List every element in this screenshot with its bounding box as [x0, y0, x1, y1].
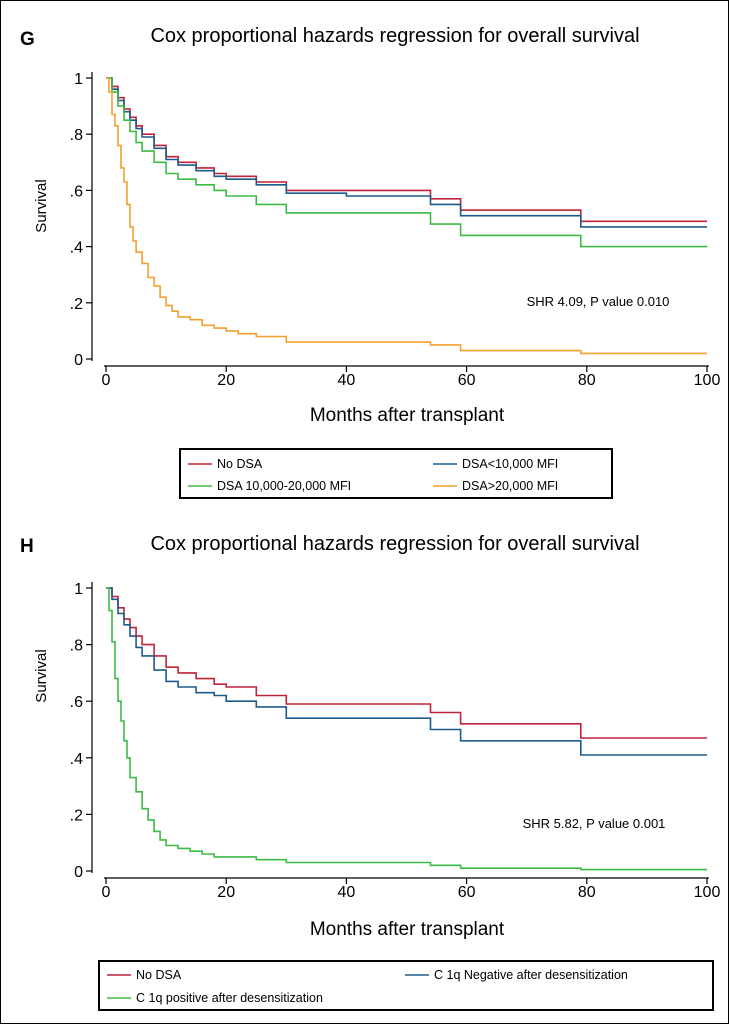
series-line-c-1q-negative-after-desensitization-h [106, 587, 707, 756]
x-tick-label-g: 20 [217, 372, 235, 389]
legend-label-c1q-negative-h: C 1q Negative after desensitization [434, 968, 628, 982]
panel-h: H Cox proportional hazards regression fo… [20, 533, 721, 1011]
x-tick-label-g: 80 [578, 372, 596, 389]
series-line-no-dsa-h [106, 587, 707, 739]
y-tick-label-g: .8 [70, 127, 83, 144]
legend-g: No DSA DSA<10,000 MFI DSA 10,000-20,000 … [179, 448, 613, 499]
y-axis-label-h: Survival [33, 649, 50, 702]
axes-g: 0 .2 .4 .6 .8 1 0 20 40 60 80 100 [70, 71, 721, 389]
series-line-c-1q-positive-after-desensitization-h [106, 587, 707, 871]
shr-annotation-h: SHR 5.82, P value 0.001 [523, 816, 666, 831]
panel-g: G Cox proportional hazards regression fo… [20, 25, 721, 499]
legend-label-no-dsa-g: No DSA [217, 457, 263, 471]
panel-label-g: G [20, 29, 35, 50]
series-line-dsa-10-000-20-000-mfi-g [106, 77, 707, 248]
x-tick-label-g: 40 [338, 372, 356, 389]
legend-box-g [179, 448, 613, 499]
x-tick-label-g: 60 [458, 372, 476, 389]
chart-title-g: Cox proportional hazards regression for … [150, 25, 639, 47]
series-line-dsa-10-000-mfi-g [106, 77, 707, 228]
axes-h: 0 .2 .4 .6 .8 1 0 20 40 60 80 100 [70, 581, 721, 901]
x-axis-label-h: Months after transplant [310, 919, 505, 940]
legend-label-c1q-positive-h: C 1q positive after desensitization [136, 991, 323, 1005]
y-tick-label-h: 1 [74, 581, 83, 598]
x-tick-label-h: 20 [217, 884, 235, 901]
x-tick-label-g: 100 [694, 372, 721, 389]
y-tick-label-g: .2 [70, 296, 83, 313]
y-tick-label-g: 0 [74, 352, 83, 369]
legend-box-h [98, 960, 714, 1011]
y-tick-label-g: .6 [70, 183, 83, 200]
x-tick-label-h: 100 [694, 884, 721, 901]
legend-h: No DSA C 1q Negative after desensitizati… [98, 960, 714, 1011]
y-tick-label-h: .6 [70, 694, 83, 711]
x-tick-label-h: 0 [102, 884, 111, 901]
series-line-dsa-20-000-mfi-g [106, 77, 707, 355]
y-tick-label-h: .8 [70, 638, 83, 655]
shr-annotation-g: SHR 4.09, P value 0.010 [527, 294, 670, 309]
curves-h [106, 587, 707, 871]
panel-label-h: H [20, 536, 34, 557]
x-tick-label-h: 40 [338, 884, 356, 901]
curves-g [106, 77, 707, 355]
y-tick-label-h: .2 [70, 807, 83, 824]
legend-label-dsa-10000-20000-g: DSA 10,000-20,000 MFI [217, 479, 351, 493]
y-tick-label-g: 1 [74, 71, 83, 88]
y-axis-label-g: Survival [33, 179, 50, 232]
x-tick-label-h: 60 [458, 884, 476, 901]
x-tick-label-g: 0 [102, 372, 111, 389]
legend-label-dsa-gt-20000-g: DSA>20,000 MFI [462, 479, 558, 493]
x-tick-label-h: 80 [578, 884, 596, 901]
legend-label-no-dsa-h: No DSA [136, 968, 182, 982]
y-tick-label-h: .4 [70, 751, 83, 768]
chart-title-h: Cox proportional hazards regression for … [150, 533, 639, 555]
series-line-no-dsa-g [106, 77, 707, 223]
y-tick-label-h: 0 [74, 864, 83, 881]
legend-label-dsa-lt-10000-g: DSA<10,000 MFI [462, 457, 558, 471]
y-tick-label-g: .4 [70, 240, 83, 257]
x-axis-label-g: Months after transplant [310, 405, 505, 426]
